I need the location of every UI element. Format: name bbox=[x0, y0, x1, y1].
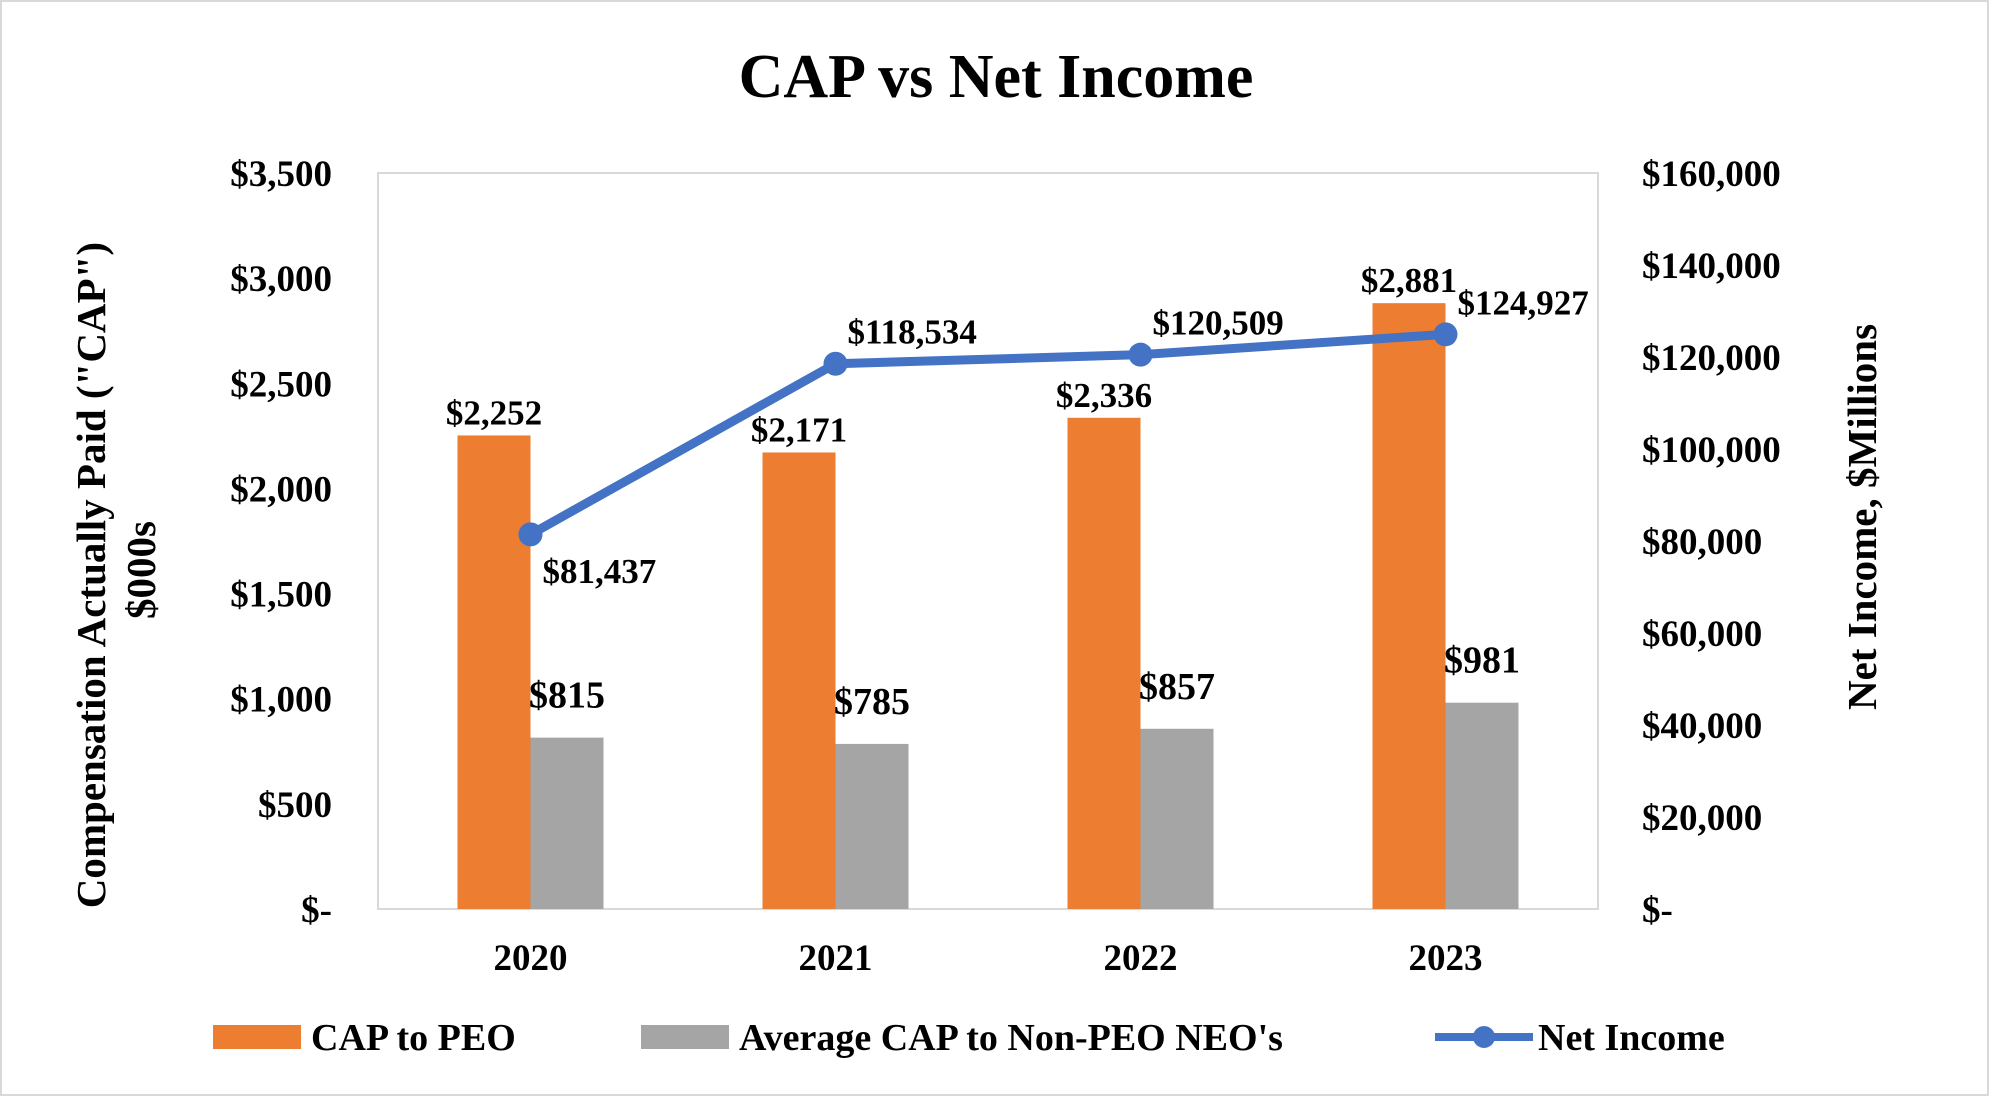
data-labels: $2,252 $815 $2,171 $785 $2,336 $857 $2,881 $981… bbox=[446, 261, 1589, 723]
data-label-cap-to-peo: $2,171 bbox=[751, 410, 847, 449]
right-axis-title: Net Income, $Millions bbox=[1839, 324, 1885, 710]
bar-cap-to-peo bbox=[762, 452, 836, 909]
bar-average-cap bbox=[1140, 728, 1214, 909]
chart-title: CAP vs Net Income bbox=[739, 43, 1254, 111]
y-tick-label: $2,500 bbox=[230, 364, 332, 405]
y-tick-label: $1,000 bbox=[230, 680, 332, 721]
y-tick-label: $1,500 bbox=[230, 575, 332, 616]
category-label: 2022 bbox=[1104, 938, 1178, 979]
legend-label-cap-to-peo: CAP to PEO bbox=[311, 1017, 516, 1059]
data-label-cap-to-peo: $2,336 bbox=[1056, 376, 1152, 415]
data-label-cap-to-peo: $2,252 bbox=[446, 393, 542, 432]
legend-label-net-income: Net Income bbox=[1538, 1017, 1725, 1059]
y-tick-label: $3,500 bbox=[230, 154, 332, 195]
left-axis-title: Compensation Actually Paid ("CAP") $000s bbox=[68, 232, 164, 908]
legend-marker-net-income bbox=[1473, 1026, 1495, 1048]
plot-area bbox=[377, 172, 1599, 910]
data-label-average-cap: $785 bbox=[834, 681, 910, 723]
bar-average-cap bbox=[835, 743, 909, 909]
y-tick-label: $500 bbox=[258, 785, 332, 826]
bar-cap-to-peo bbox=[457, 435, 531, 909]
bar-cap-to-peo bbox=[1067, 417, 1141, 909]
category-label: 2023 bbox=[1409, 938, 1483, 979]
net-income-point bbox=[518, 522, 543, 547]
net-income-point bbox=[823, 351, 848, 376]
y2-tick-label: $160,000 bbox=[1642, 154, 1781, 195]
net-income-line bbox=[518, 322, 1458, 547]
category-labels: 2020 2021 2022 2023 bbox=[494, 938, 1483, 979]
y2-tick-label: $20,000 bbox=[1642, 798, 1762, 839]
data-label-net-income: $120,509 bbox=[1153, 304, 1284, 343]
legend-label-average-cap: Average CAP to Non-PEO NEO's bbox=[739, 1017, 1283, 1059]
data-label-average-cap: $815 bbox=[529, 675, 605, 717]
y-tick-label: $2,000 bbox=[230, 469, 332, 510]
right-axis-ticks: $- $20,000 $40,000 $60,000 $80,000 $100,000 $1… bbox=[1642, 154, 1781, 931]
data-label-net-income: $81,437 bbox=[543, 552, 657, 591]
left-axis-title-line1: Compensation Actually Paid ("CAP") bbox=[68, 242, 114, 908]
y2-tick-label: $140,000 bbox=[1642, 246, 1781, 287]
data-label-net-income: $124,927 bbox=[1458, 283, 1589, 322]
net-income-point bbox=[1128, 342, 1153, 367]
bars bbox=[457, 303, 1519, 909]
y2-tick-label: $80,000 bbox=[1642, 522, 1762, 563]
legend: CAP to PEO Average CAP to Non-PEO NEO's … bbox=[213, 1017, 1725, 1059]
y-tick-label: $- bbox=[301, 890, 332, 931]
y-tick-label: $3,000 bbox=[230, 259, 332, 300]
bar-average-cap bbox=[1445, 702, 1519, 909]
net-income-point bbox=[1433, 322, 1458, 347]
category-label: 2020 bbox=[494, 938, 568, 979]
data-label-average-cap: $857 bbox=[1139, 666, 1215, 708]
y2-tick-label: $60,000 bbox=[1642, 614, 1762, 655]
data-label-net-income: $118,534 bbox=[848, 313, 977, 352]
y2-tick-label: $40,000 bbox=[1642, 706, 1762, 747]
legend-swatch-cap-to-peo bbox=[213, 1025, 301, 1049]
category-label: 2021 bbox=[799, 938, 873, 979]
y2-tick-label: $- bbox=[1642, 890, 1673, 931]
y2-tick-label: $120,000 bbox=[1642, 338, 1781, 379]
bar-average-cap bbox=[530, 737, 604, 909]
data-label-average-cap: $981 bbox=[1444, 640, 1520, 682]
left-axis-ticks: $- $500 $1,000 $1,500 $2,000 $2,500 $3,000 $3,5… bbox=[230, 154, 332, 931]
y2-tick-label: $100,000 bbox=[1642, 430, 1781, 471]
bar-cap-to-peo bbox=[1372, 303, 1446, 909]
left-axis-title-line2: $000s bbox=[118, 521, 164, 619]
data-label-cap-to-peo: $2,881 bbox=[1361, 261, 1457, 300]
net-income-line-path bbox=[528, 329, 1446, 539]
legend-swatch-average-cap bbox=[641, 1025, 729, 1049]
